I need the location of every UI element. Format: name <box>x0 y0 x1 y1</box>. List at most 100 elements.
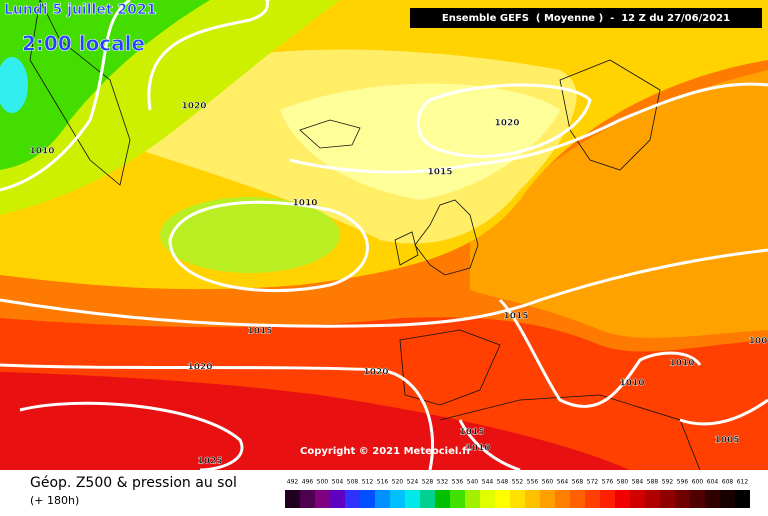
legend-label: 612 <box>737 479 749 486</box>
legend-swatch <box>360 490 375 508</box>
legend-label: 552 <box>512 479 524 486</box>
legend-label: 580 <box>617 479 629 486</box>
legend-swatch <box>285 490 300 508</box>
isobar-label: 1015 <box>459 428 484 438</box>
legend-label: 560 <box>542 479 554 486</box>
isobar-label: 100 <box>749 337 768 347</box>
isobar <box>498 298 702 408</box>
britain <box>414 199 479 276</box>
copyright: Copyright © 2021 Meteociel.fr <box>300 446 471 457</box>
legend-label: 588 <box>647 479 659 486</box>
isobar-label: 1010 <box>619 379 644 389</box>
isobar-label: 1010 <box>29 147 54 157</box>
legend-label: 508 <box>347 479 359 486</box>
legend-label: 604 <box>707 479 719 486</box>
isobars <box>0 0 768 472</box>
legend-label: 500 <box>317 479 329 486</box>
legend-label: 564 <box>557 479 569 486</box>
legend-swatch <box>480 490 495 508</box>
isobar <box>0 0 131 192</box>
legend-swatch <box>330 490 345 508</box>
isobar-label: 1020 <box>181 102 206 112</box>
isobar-label: 1015 <box>427 168 452 178</box>
legend-swatch <box>450 490 465 508</box>
isobar-label: 1010 <box>669 359 694 369</box>
greenland <box>29 0 131 186</box>
legend-swatch <box>645 490 660 508</box>
legend-label: 596 <box>677 479 689 486</box>
legend-swatch <box>570 490 585 508</box>
scandinavia <box>559 59 661 171</box>
isobar-label: 1010 <box>292 199 317 209</box>
isobar-label: 1020 <box>187 363 212 373</box>
legend-label: 492 <box>287 479 299 486</box>
legend-label: 568 <box>572 479 584 486</box>
legend-label: 540 <box>467 479 479 486</box>
field-low <box>160 197 340 273</box>
coastlines <box>29 0 701 471</box>
legend-swatch <box>300 490 315 508</box>
legend-label: 572 <box>587 479 599 486</box>
isobar <box>679 398 768 426</box>
legend-swatch <box>390 490 405 508</box>
legend-swatch <box>525 490 540 508</box>
legend-label: 576 <box>602 479 614 486</box>
legend-swatch <box>660 490 675 508</box>
legend-swatch <box>345 490 360 508</box>
ireland <box>394 231 419 266</box>
legend-label: 528 <box>422 479 434 486</box>
legend-label: 608 <box>722 479 734 486</box>
legend-label: 520 <box>392 479 404 486</box>
africa-coast <box>439 394 701 471</box>
date: Lundi 5 juillet 2021 <box>4 2 156 18</box>
field-cyan <box>0 57 28 113</box>
legend-swatch <box>705 490 720 508</box>
isobar-label: 1005 <box>714 436 739 446</box>
run-box <box>410 8 762 28</box>
legend-swatch <box>615 490 630 508</box>
legend-label: 496 <box>302 479 314 486</box>
legend-swatch <box>510 490 525 508</box>
legend-swatch <box>585 490 600 508</box>
legend-swatch <box>375 490 390 508</box>
legend-swatch <box>495 490 510 508</box>
isobar-label: 1020 <box>363 368 388 378</box>
legend: 492 496 500 504 508 512 516 520 524 528 532 536 540 5… <box>285 479 750 508</box>
isobar <box>0 363 435 471</box>
legend-label: 556 <box>527 479 539 486</box>
legend-swatch <box>690 490 705 508</box>
run-info: Ensemble GEFS ( Moyenne ) - 12 Z du 27/0… <box>442 13 730 24</box>
legend-swatch <box>555 490 570 508</box>
legend-swatch <box>315 490 330 508</box>
legend-swatch <box>465 490 480 508</box>
isobar-label: 1025 <box>197 457 222 467</box>
legend-label: 548 <box>497 479 509 486</box>
isobar <box>147 0 270 111</box>
legend-label: 600 <box>692 479 704 486</box>
footer-title: Géop. Z500 & pression au sol <box>30 475 237 491</box>
isobar-labels: 1020 1010 1020 1015 1010 1015 1015 1020 1020 1010… <box>29 101 768 467</box>
isobar-label: 1015 <box>247 327 272 337</box>
legend-label: 512 <box>362 479 374 486</box>
legend-swatch <box>405 490 420 508</box>
legend-label: 592 <box>662 479 674 486</box>
legend-label: 544 <box>482 479 494 486</box>
footer-lead: (+ 180h) <box>30 494 79 507</box>
legend-label: 504 <box>332 479 344 486</box>
legend-label: 532 <box>437 479 449 486</box>
isobar-label: 1020 <box>494 119 519 129</box>
legend-swatch <box>735 490 750 508</box>
legend-label: 524 <box>407 479 419 486</box>
isobar-label: 1015 <box>503 312 528 322</box>
isobar <box>289 82 768 174</box>
legend-label: 584 <box>632 479 644 486</box>
iceland <box>299 119 361 149</box>
field-europe <box>470 70 768 338</box>
local-time: 2:00 locale <box>22 32 145 56</box>
legend-label: 536 <box>452 479 464 486</box>
legend-swatch <box>720 490 735 508</box>
isobar <box>19 401 244 472</box>
legend-swatch <box>630 490 645 508</box>
isobar-label: 1010 <box>465 444 490 454</box>
